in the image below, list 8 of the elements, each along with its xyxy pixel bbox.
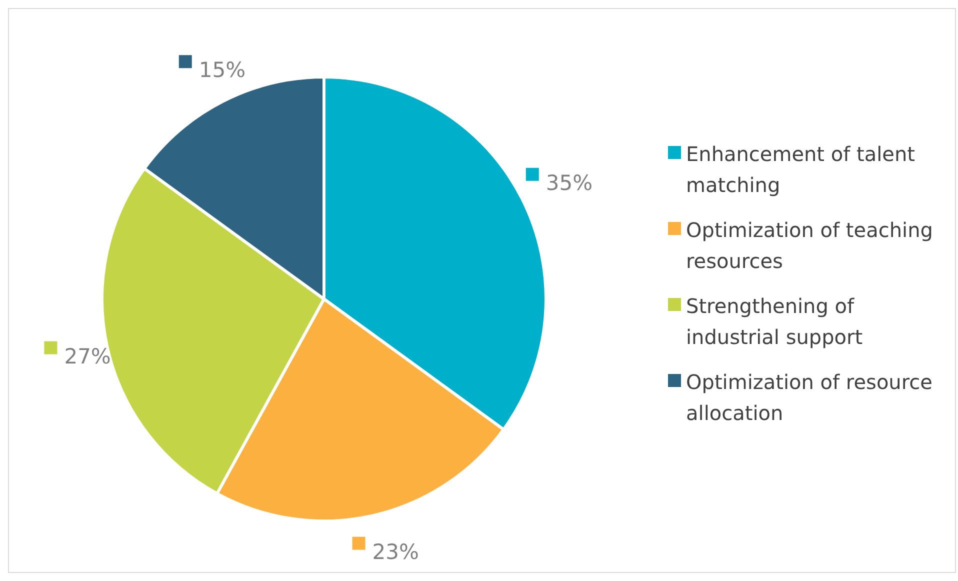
- legend-label: Strengthening of industrial support: [686, 292, 864, 350]
- data-label: 15%: [198, 58, 246, 82]
- data-label: 23%: [372, 540, 419, 564]
- data-label: 35%: [546, 170, 593, 195]
- legend-label: Enhancement of talent matching: [686, 140, 916, 198]
- legend-label: Optimization of resource allocation: [686, 368, 934, 426]
- legend-label: Optimization of teaching resources: [686, 216, 934, 274]
- data-label: 27%: [64, 344, 111, 368]
